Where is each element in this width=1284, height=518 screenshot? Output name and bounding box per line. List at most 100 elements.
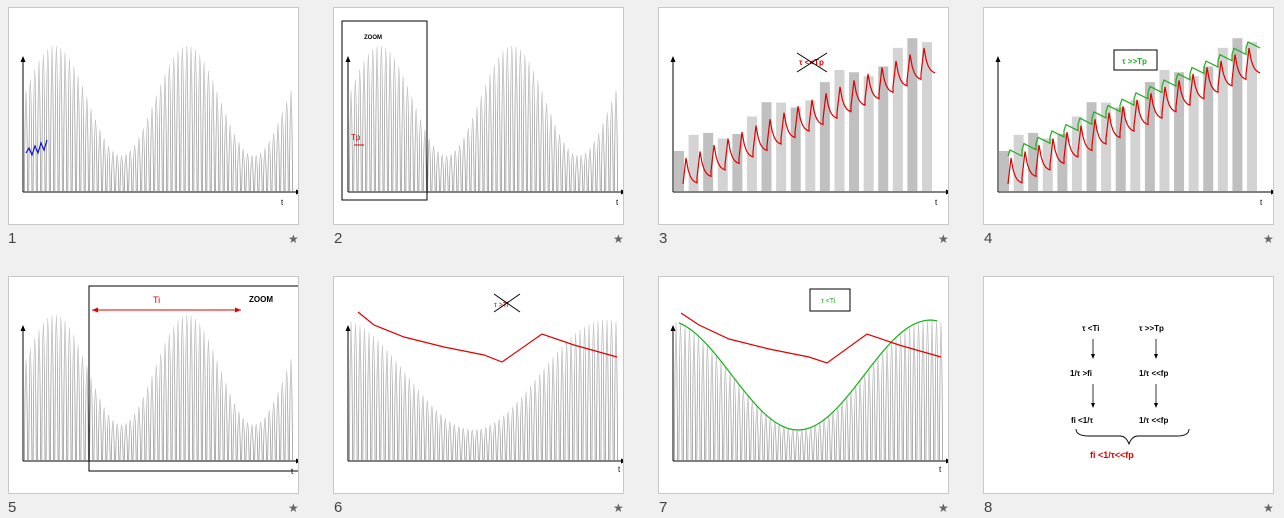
signal-pulse (136, 406, 141, 461)
signal-pulse (696, 335, 701, 461)
slide-number-3: 3 (659, 230, 668, 247)
signal-pulse (405, 86, 410, 192)
signal-pulse (898, 333, 903, 461)
svg-text:t: t (1260, 198, 1263, 207)
signal-pulse (63, 320, 68, 461)
signal-pulse (609, 320, 614, 461)
signal-pulse (678, 323, 683, 461)
signal-pulse (470, 429, 475, 461)
signal-pulse (388, 51, 393, 192)
signal-pulse (786, 428, 791, 461)
signal-block (1042, 138, 1053, 191)
slide-thumbnail-3[interactable]: τ <<Tp t (658, 7, 949, 225)
signal-pulse (759, 410, 764, 461)
slide-number-8: 8 (984, 499, 993, 516)
slide-thumbnail-2[interactable]: ZOOM Tp t (333, 7, 624, 225)
signal-pulse (275, 392, 280, 461)
signal-pulse (262, 417, 267, 461)
signal-pulse (583, 153, 588, 192)
signal-pulse (533, 380, 538, 461)
signal-pulse (553, 124, 558, 192)
signal-pulse (448, 154, 453, 192)
slide-2-graph: ZOOM Tp t (341, 20, 623, 207)
signal-pulse (258, 153, 263, 192)
zoom-label: ZOOM (249, 295, 273, 304)
signal-pulse (470, 117, 475, 192)
slide-star-icon-6[interactable]: ★ (613, 501, 624, 515)
signal-block (1217, 47, 1228, 192)
signal-pulse (422, 129, 427, 192)
signal-pulse (97, 398, 102, 461)
signal-pulse (509, 45, 514, 192)
signal-pulse (50, 46, 55, 192)
signal-pulse (817, 422, 822, 461)
signal-pulse (519, 397, 524, 461)
signal-pulse (232, 403, 237, 461)
signal-pulse (32, 69, 37, 192)
signal-pulse (115, 154, 120, 192)
signal-pulse (871, 362, 876, 461)
slide-star-icon-7[interactable]: ★ (938, 501, 949, 515)
slide-star-icon-2[interactable]: ★ (613, 232, 624, 246)
signal-pulse (202, 62, 207, 192)
signal-pulse (483, 427, 488, 461)
slide-star-icon-1[interactable]: ★ (288, 232, 299, 246)
signal-pulse (488, 74, 493, 192)
slide-number-7: 7 (659, 499, 668, 516)
signal-pulse (158, 84, 163, 192)
signal-pulse (180, 47, 185, 192)
signal-pulse (215, 360, 220, 461)
signal-pulse (54, 314, 59, 461)
signal-pulse (163, 343, 168, 461)
signal-pulse (401, 75, 406, 192)
signal-block (1071, 116, 1082, 191)
slide-8-diagram: τ <Ti 1/τ >fi fi <1/τ τ >>Tp 1/τ <<fp 1/… (1070, 324, 1190, 460)
signal-pulse (145, 386, 150, 461)
signal-pulse (505, 47, 510, 192)
signal-pulse (431, 146, 436, 192)
signal-pulse (58, 47, 63, 192)
signal-pulse (89, 108, 94, 192)
slide-star-icon-3[interactable]: ★ (938, 232, 949, 246)
slide-number-5: 5 (8, 499, 17, 516)
slide-thumbnail-4[interactable]: τ >>Tp t (983, 7, 1274, 225)
slide-thumbnail-6[interactable]: τ >Ti t (333, 276, 624, 494)
svg-text:t: t (618, 465, 621, 474)
signal-pulse (241, 418, 246, 461)
signal-pulse (189, 315, 194, 461)
signal-block (1013, 134, 1024, 191)
tau-label: τ <Ti (821, 298, 836, 305)
signal-pulse (158, 353, 163, 461)
svg-text:t: t (291, 467, 294, 476)
signal-pulse (349, 90, 353, 192)
signal-pulse (189, 46, 194, 192)
slide-star-icon-4[interactable]: ★ (1263, 232, 1274, 246)
signal-pulse (501, 415, 506, 461)
slide-thumbnail-7[interactable]: τ <Ti t (658, 276, 949, 494)
signal-pulse (254, 155, 259, 192)
signal-block (1101, 102, 1112, 191)
signal-pulse (58, 316, 63, 461)
slide-thumbnail-1[interactable]: t (8, 7, 299, 225)
signal-block (746, 116, 757, 191)
slide-star-icon-5[interactable]: ★ (288, 501, 299, 515)
slide-thumbnail-5[interactable]: Ti ZOOM t (8, 276, 299, 494)
signal-pulse (582, 326, 587, 461)
signal-pulse (705, 344, 710, 461)
signal-pulse (228, 393, 233, 461)
signal-pulse (37, 330, 42, 461)
signal-pulse (492, 422, 497, 461)
signal-pulse (506, 411, 511, 461)
svg-text:t: t (939, 465, 942, 474)
signal-pulse (592, 141, 597, 192)
signal-pulse (880, 351, 885, 461)
signal-block (834, 69, 845, 191)
signal-pulse (119, 424, 124, 461)
slide-1-graph: t (20, 45, 298, 207)
signal-pulse (435, 151, 440, 192)
slide-star-icon-8[interactable]: ★ (1263, 501, 1274, 515)
signal-pulse (67, 58, 72, 192)
signal-pulse (215, 91, 220, 192)
slide-thumbnail-8[interactable]: τ <Ti 1/τ >fi fi <1/τ τ >>Tp 1/τ <<fp 1/… (983, 276, 1274, 494)
signal-pulse (409, 97, 414, 192)
